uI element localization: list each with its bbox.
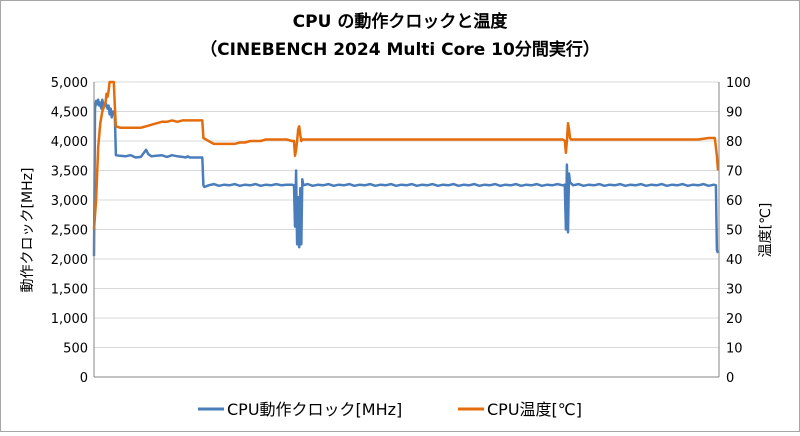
y-axis-left-label: 動作クロック[MHz] <box>20 168 36 293</box>
axes: 0 0 500 10 1,000 20 1,500 30 2,000 40 2,500 50 3,000… <box>51 76 751 386</box>
gridlines <box>94 81 719 378</box>
series-line-temp <box>92 80 720 230</box>
y-left-tick-label: 500 <box>63 342 88 357</box>
y-right-tick-label: 70 <box>726 165 743 180</box>
y-left-tick-label: 4,000 <box>51 135 88 150</box>
chart-title: CPU の動作クロックと温度 <box>293 11 509 32</box>
y-right-tick-label: 30 <box>726 283 743 298</box>
y-left-tick-label: 5,000 <box>51 76 88 91</box>
y-left-tick-label: 1,000 <box>51 312 88 327</box>
y-axis-right-label: 温度[℃] <box>758 203 774 258</box>
series-line-clock <box>92 98 720 257</box>
legend-label-temp: CPU温度[℃] <box>487 400 582 419</box>
series-lines <box>92 80 720 257</box>
y-right-tick-label: 20 <box>726 312 743 327</box>
y-right-tick-label: 0 <box>726 371 734 386</box>
y-right-tick-label: 40 <box>726 253 743 268</box>
legend-label-clock: CPU動作クロック[MHz] <box>227 400 402 419</box>
y-right-tick-label: 100 <box>726 76 751 91</box>
y-left-tick-label: 3,000 <box>51 194 88 209</box>
y-left-tick-label: 3,500 <box>51 165 88 180</box>
y-left-tick-label: 2,000 <box>51 253 88 268</box>
y-left-tick-label: 4,500 <box>51 106 88 121</box>
y-left-tick-label: 1,500 <box>51 283 88 298</box>
y-left-tick-label: 2,500 <box>51 224 88 239</box>
y-right-tick-label: 50 <box>726 224 743 239</box>
y-right-tick-label: 80 <box>726 135 743 150</box>
y-right-tick-label: 60 <box>726 194 743 209</box>
y-right-tick-label: 90 <box>726 106 743 121</box>
y-right-tick-label: 10 <box>726 342 743 357</box>
legend: CPU動作クロック[MHz] CPU温度[℃] <box>198 400 582 419</box>
chart-subtitle: （CINEBENCH 2024 Multi Core 10分間実行） <box>200 39 600 60</box>
y-left-tick-label: 0 <box>80 371 88 386</box>
